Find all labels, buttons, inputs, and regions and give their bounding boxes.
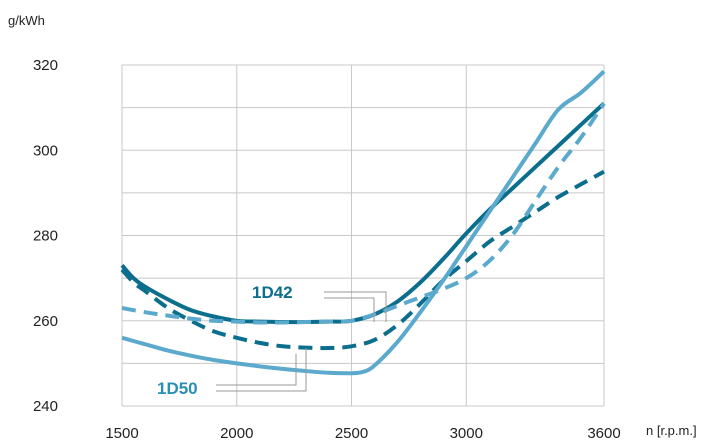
x-tick-label: 3600 [587, 425, 620, 441]
tick-labels: 240 260 280 300 320 1500 2000 2500 3000 3600 [33, 57, 621, 441]
label-1d50: 1D50 [157, 379, 198, 398]
y-tick-label: 300 [33, 142, 58, 159]
label-1d50-leader-2 [216, 348, 307, 392]
y-tick-label: 320 [33, 57, 58, 74]
y-tick-label: 260 [33, 313, 58, 330]
series-line-1d42-solid [120, 101, 606, 325]
x-tick-label: 2000 [220, 425, 253, 441]
series-layer [120, 69, 606, 376]
label-1d42-leader-2 [324, 297, 375, 322]
y-tick-label: 240 [33, 398, 58, 415]
label-1d42-leader [324, 291, 387, 322]
series-line-1d50-dashed [121, 102, 606, 325]
x-tick-label: 1500 [105, 425, 138, 441]
series-line-1d42-dashed [120, 169, 605, 351]
label-1d50-leader [216, 354, 297, 386]
x-axis-label: n [r.p.m.] [646, 423, 697, 438]
x-tick-label: 2500 [335, 425, 368, 441]
x-tick-label: 3000 [450, 425, 483, 441]
y-axis-label: g/kWh [8, 13, 45, 28]
y-tick-label: 280 [33, 228, 58, 245]
series-line-1d50-solid [121, 69, 606, 376]
label-1d42: 1D42 [252, 283, 293, 302]
